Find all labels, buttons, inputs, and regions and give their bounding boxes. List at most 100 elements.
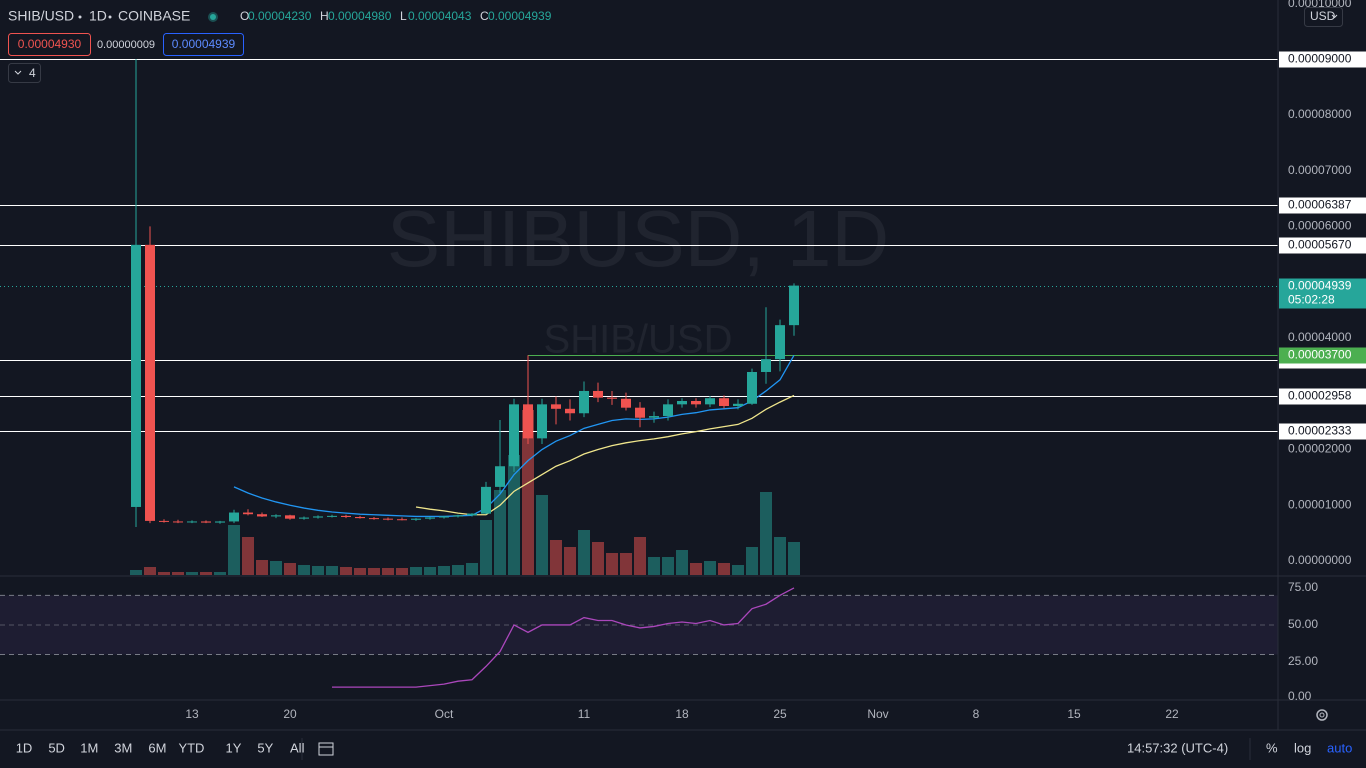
candle-body: [397, 519, 407, 521]
candle-body: [537, 404, 547, 439]
volume-bar: [242, 537, 254, 575]
range-button[interactable]: 3M: [114, 740, 132, 755]
last-price-box: [1279, 278, 1366, 309]
volume-bar: [718, 563, 730, 575]
x-tick-label: 25: [773, 707, 787, 721]
range-button[interactable]: 1M: [80, 740, 98, 755]
rsi-tick-label: 25.00: [1288, 654, 1318, 668]
sell-button[interactable]: [8, 33, 91, 56]
volume-bar: [410, 567, 422, 575]
range-button[interactable]: YTD: [178, 740, 204, 755]
ohlc-key: L: [400, 9, 407, 23]
sell-price[interactable]: 0.00004930: [18, 37, 82, 51]
volume-bar: [606, 553, 618, 575]
ohlc-value: 0.00004230: [248, 9, 312, 23]
interval[interactable]: 1D: [89, 8, 107, 24]
watermark: SHIBUSD, 1D SHIB/USD: [387, 194, 889, 361]
watermark-main: SHIBUSD, 1D: [387, 194, 889, 283]
candle-body: [761, 359, 771, 372]
candle-body: [257, 514, 267, 517]
volume-bar: [368, 568, 380, 575]
volume-bar: [158, 572, 170, 575]
auto-toggle[interactable]: auto: [1327, 740, 1352, 755]
currency-button[interactable]: [1304, 7, 1343, 27]
candle-body: [159, 520, 169, 522]
range-button[interactable]: 6M: [148, 740, 166, 755]
rsi-line: [332, 587, 795, 688]
indicators-toggle[interactable]: [8, 63, 41, 83]
candle-body: [747, 371, 757, 404]
volume-bar: [550, 540, 562, 575]
x-tick-label: Nov: [867, 707, 888, 721]
level-label-box: [1279, 237, 1366, 254]
volume-bar: [634, 537, 646, 575]
x-tick-label: 13: [185, 707, 199, 721]
candle-body: [425, 517, 435, 519]
volume-bar: [578, 530, 590, 575]
log-toggle[interactable]: log: [1294, 740, 1311, 755]
candle-body: [775, 325, 785, 360]
volume-bar: [144, 567, 156, 575]
volume-bar: [354, 568, 366, 575]
rsi-tick-label: 75.00: [1288, 580, 1318, 594]
candle-body: [439, 516, 449, 518]
y-tick-label: 0.00008000: [1288, 107, 1352, 121]
candle-body: [565, 408, 575, 414]
market-status-dot: [210, 14, 216, 20]
volume-bar: [312, 566, 324, 575]
candle-body: [733, 403, 743, 407]
indicator-count[interactable]: 4: [29, 66, 36, 80]
y-tick-label: 0.00002000: [1288, 442, 1352, 456]
volume-bar: [676, 550, 688, 575]
settings-icon[interactable]: [1316, 709, 1328, 721]
candle-body: [453, 515, 463, 517]
candle-body: [383, 518, 393, 520]
range-button[interactable]: 5D: [48, 740, 65, 755]
candle-body: [691, 400, 701, 405]
x-tick-label: 15: [1067, 707, 1081, 721]
volume-bar: [732, 565, 744, 575]
volume-bar: [298, 565, 310, 575]
range-button[interactable]: 1Y: [225, 740, 241, 755]
buy-button[interactable]: [163, 33, 244, 56]
volume-bar: [214, 572, 226, 575]
volume-bar: [256, 560, 268, 575]
countdown: 05:02:28: [1288, 293, 1335, 307]
candle-body: [187, 521, 197, 523]
candle-body: [719, 398, 729, 407]
candle-body: [201, 521, 211, 523]
candle-body: [467, 513, 477, 516]
ohlc-key: H: [320, 9, 329, 23]
range-button[interactable]: 1D: [16, 740, 33, 755]
currency[interactable]: USD: [1310, 9, 1336, 23]
y-tick-label: 0.00006000: [1288, 219, 1352, 233]
volume-bar: [396, 568, 408, 575]
ma-slow-line: [415, 394, 795, 516]
symbol[interactable]: SHIB/USD: [8, 8, 74, 24]
level-label: 0.00005670: [1288, 238, 1352, 252]
range-button[interactable]: All: [290, 740, 305, 755]
candle-body: [215, 521, 225, 523]
exchange: COINBASE: [118, 8, 190, 24]
candle-body: [131, 244, 141, 507]
ohlc-value: 0.00004043: [408, 9, 472, 23]
watermark-sub: SHIB/USD: [544, 318, 733, 362]
marked-level-label: 0.00003700: [1288, 348, 1352, 362]
volume-bar: [480, 520, 492, 575]
volume-bar: [200, 572, 212, 575]
candle-body: [593, 390, 603, 398]
volume-bar: [746, 547, 758, 575]
range-button[interactable]: 5Y: [257, 740, 273, 755]
percent-toggle[interactable]: %: [1266, 740, 1278, 755]
volume-bar: [466, 563, 478, 575]
candle-body: [173, 521, 183, 523]
goto-date-icon[interactable]: [318, 742, 334, 756]
buy-price[interactable]: 0.00004939: [172, 37, 236, 51]
rsi-tick-label: 0.00: [1288, 689, 1312, 703]
level-label: 0.00009000: [1288, 52, 1352, 66]
candle-body: [495, 466, 505, 487]
candle-body: [327, 515, 337, 517]
